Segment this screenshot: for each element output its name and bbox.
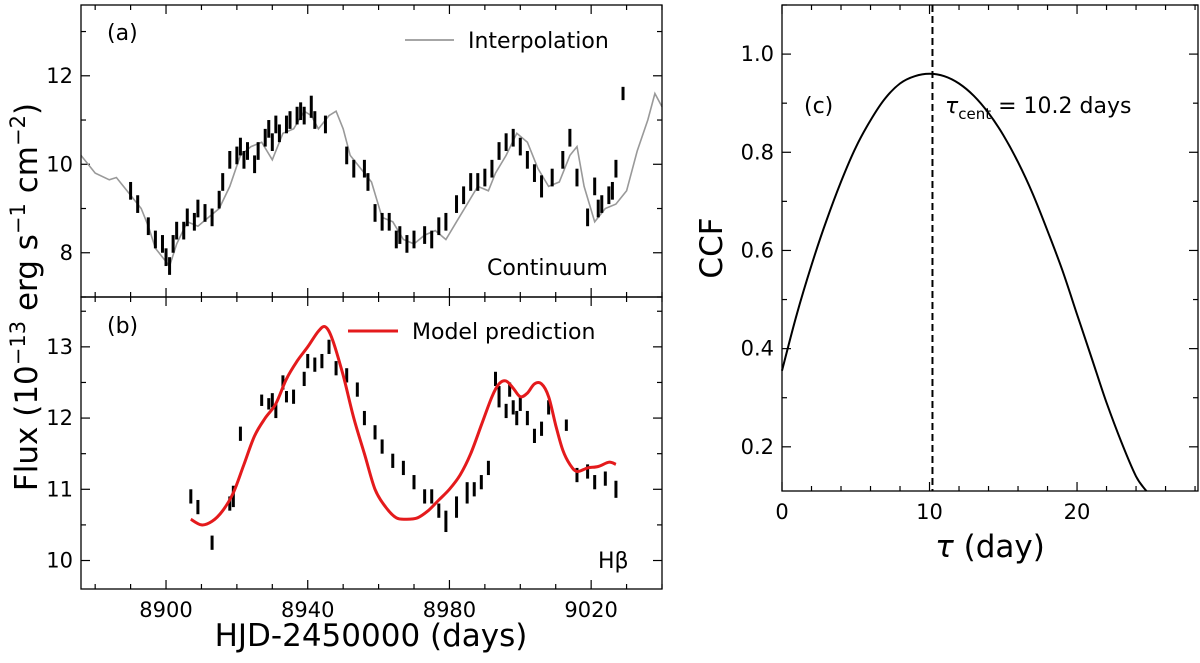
panel-c-xtick-label: 0 <box>775 500 788 524</box>
panel-b-annotation-text: Hβ <box>598 549 629 574</box>
panel-a-ytick-label: 8 <box>60 241 73 265</box>
panel-c-ccf-series <box>781 72 1148 492</box>
x-axis-label-tau: τ (day) <box>935 529 1045 565</box>
panel-c-ytick-label: 0.2 <box>741 435 774 459</box>
tau-value: = 10.2 days <box>991 94 1131 119</box>
panel-b-frame <box>80 296 663 590</box>
ylabel-mid2: cm <box>9 146 45 203</box>
panel-a-continuum: 8 10 12 (a) Interpolation Continuum <box>46 4 663 298</box>
y-axis-label-ccf: CCF <box>694 217 730 278</box>
legend-model-label: Model prediction <box>412 320 595 345</box>
panel-c-ytick-label: 0.8 <box>741 140 774 164</box>
xlabel-tau-symbol: τ <box>935 529 954 565</box>
ylabel-mid: erg s <box>9 234 45 321</box>
panel-b-model-series <box>190 325 617 527</box>
panel-b-ticks: 10 11 12 13 8900 8940 8980 9020 <box>46 297 663 622</box>
ylabel-exp2: −1 <box>6 203 30 234</box>
xlabel-tau-rest: (day) <box>954 529 1045 565</box>
panel-b-ytick-label: 13 <box>46 335 73 359</box>
panel-b-ytick-label: 12 <box>46 406 73 430</box>
ylabel-paren-open: (10 <box>9 365 45 426</box>
panel-c-ccf: 0.20.40.60.81.00 10 20 (c) τcent = 10.2 da… <box>694 4 1199 565</box>
panel-b-ytick-label: 10 <box>46 549 73 573</box>
panel-c-ticks: 0.2 0.4 0.6 0.8 1.0 0 10 20 <box>741 4 1198 524</box>
panel-a-interpolation-series <box>80 91 663 268</box>
tau-subscript: cent <box>958 105 991 123</box>
panel-a-ytick-label: 12 <box>46 64 73 88</box>
panel-b-xtick-label: 8900 <box>139 598 192 622</box>
panel-a-label: (a) <box>107 21 138 46</box>
x-axis-label-hjd: HJD-2450000 (days) <box>215 618 528 654</box>
panel-c-xtick-label: 10 <box>916 500 943 524</box>
panel-c-ytick-label: 0.4 <box>741 337 774 361</box>
panel-c-ytick-label: 1.0 <box>741 42 774 66</box>
panel-c-annotation: τcent = 10.2 days <box>945 94 1131 123</box>
interpolation-line <box>80 91 663 268</box>
panel-b-xtick-label: 8980 <box>423 598 476 622</box>
panel-b-annotation: Hβ <box>598 549 629 574</box>
ylabel-paren-close: ) <box>9 103 45 115</box>
panel-b-ytick-label: 11 <box>46 477 73 501</box>
ylabel-exp1: −13 <box>6 321 30 365</box>
panel-c-frame <box>781 4 1199 492</box>
y-axis-label-flux: Flux (10−13 erg s−1 cm−2) <box>6 103 45 491</box>
panel-c-ytick-label: 0.6 <box>741 238 774 262</box>
panel-b-observations <box>189 339 618 550</box>
panel-a-annotation: Continuum <box>487 256 608 281</box>
panel-a-observations <box>129 86 625 275</box>
panel-a-ytick-label: 10 <box>46 152 73 176</box>
panel-a-ticks: 8 10 12 <box>46 5 663 298</box>
panel-b-label: (b) <box>107 314 138 339</box>
ccf-line <box>781 72 1148 492</box>
model-prediction-line <box>190 325 617 527</box>
tau-symbol: τ <box>945 94 959 119</box>
panel-c-label: (c) <box>804 94 833 119</box>
ylabel-exp3: −2 <box>6 115 30 146</box>
legend-interpolation-label: Interpolation <box>468 29 609 54</box>
panel-b-hbeta: 10 11 12 13 8900 8940 8980 9020 (b) Model predi… <box>46 296 663 654</box>
panel-b-xtick-label: 9020 <box>564 598 617 622</box>
panel-b-xtick-label: 8940 <box>281 598 334 622</box>
panel-c-xtick-label: 20 <box>1064 500 1091 524</box>
ylabel-prefix: Flux <box>9 427 45 491</box>
